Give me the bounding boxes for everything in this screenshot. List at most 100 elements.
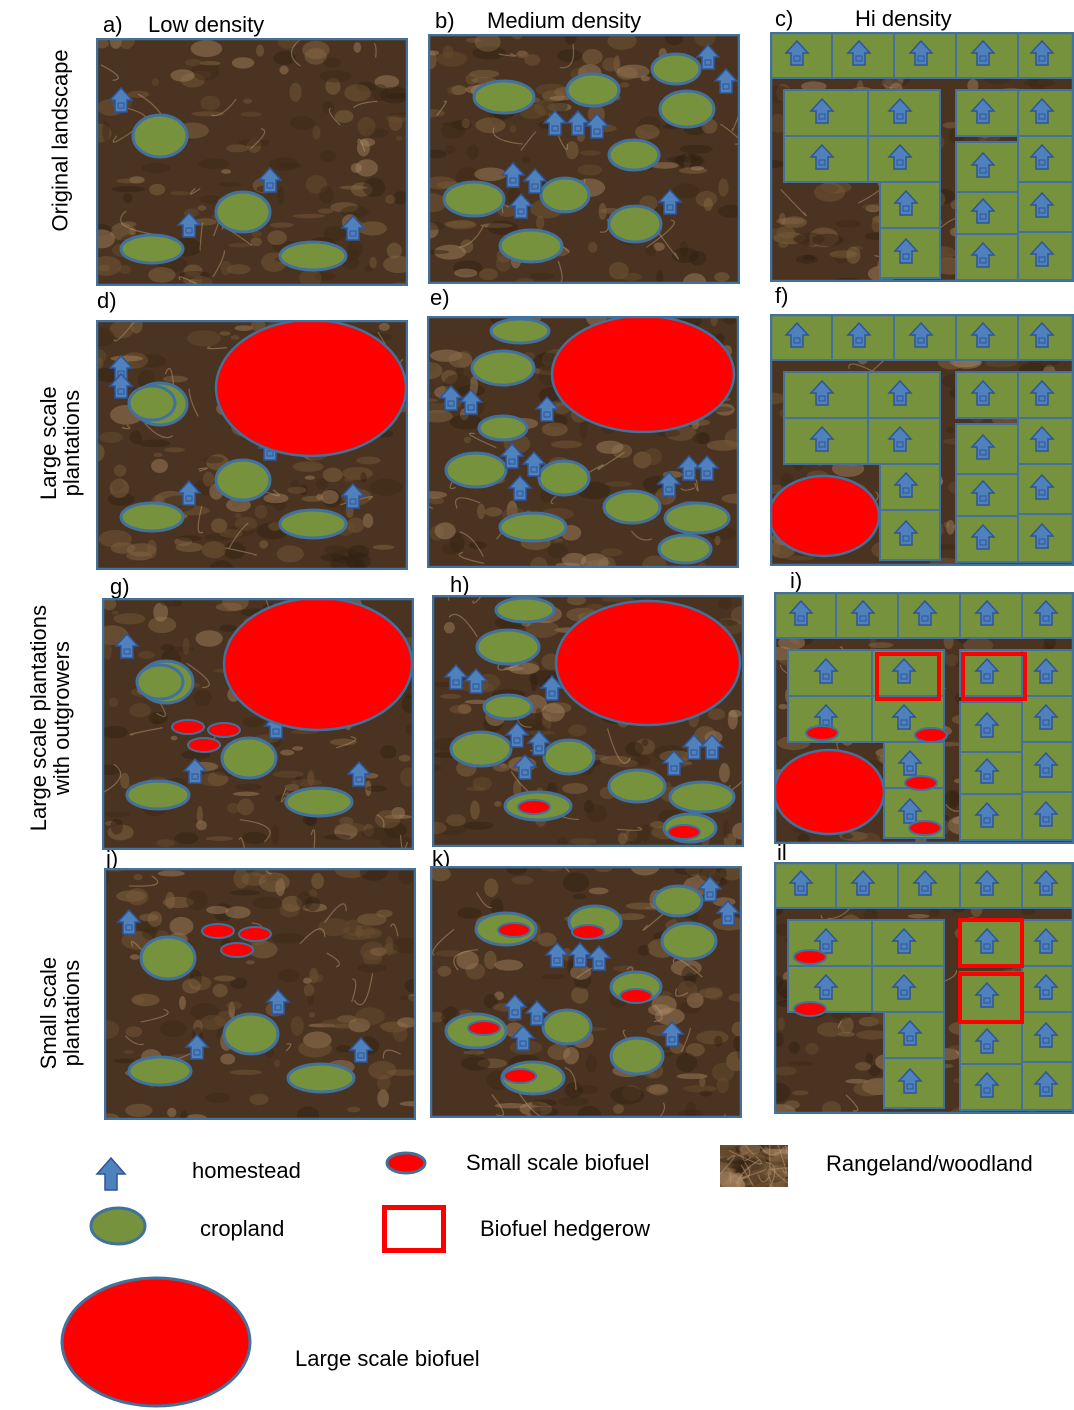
cropland: [498, 511, 568, 543]
cropland: [119, 233, 185, 265]
panel-g-outgrowers-low: [102, 598, 414, 850]
homestead-icon: [974, 1027, 1000, 1054]
homestead-icon: [891, 973, 917, 1000]
homestead-icon: [974, 801, 1000, 828]
cropland: [602, 489, 662, 525]
homestead-icon: [176, 211, 202, 238]
panel-letter-h: h): [450, 572, 470, 597]
homestead-icon: [443, 663, 469, 690]
cropland: [131, 113, 189, 159]
cropland: [284, 786, 354, 818]
homestead-icon: [108, 372, 134, 399]
legend-large-biofuel: Large scale biofuel: [295, 1346, 480, 1371]
cropland: [537, 459, 591, 497]
small-scale-biofuel: [619, 988, 653, 1004]
homestead-icon: [713, 67, 739, 94]
panel-h-outgrowers-medium: [432, 595, 744, 847]
homestead-icon: [784, 321, 810, 348]
legend-small-biofuel: Small scale biofuel: [466, 1150, 650, 1175]
homestead-icon: [897, 1019, 923, 1046]
cropland: [650, 52, 702, 86]
homestead-icon: [970, 379, 996, 406]
homestead-icon: [809, 143, 835, 170]
biofuel-hedgerow: [875, 652, 941, 701]
legend-hedgerow: Biofuel hedgerow: [480, 1216, 651, 1241]
homestead-icon: [1029, 379, 1055, 406]
homestead-icon: [813, 973, 839, 1000]
panel-f-large-hi: [770, 314, 1074, 566]
cropland-icon: [89, 1206, 147, 1246]
cropland: [541, 1008, 593, 1046]
cropland: [498, 228, 564, 264]
homestead-icon: [522, 167, 548, 194]
homestead-icon: [507, 474, 533, 501]
homestead-icon: [887, 379, 913, 406]
homestead-icon: [1033, 599, 1059, 626]
homestead-icon: [346, 760, 372, 787]
homestead-icon: [699, 733, 725, 760]
homestead-icon: [499, 442, 525, 469]
cropland: [539, 176, 591, 214]
panel-a-original-low: [96, 38, 408, 286]
homestead-icon: [508, 192, 534, 219]
cropland: [449, 730, 513, 768]
homestead-icon: [887, 425, 913, 452]
cropland: [214, 458, 272, 502]
homestead-icon: [524, 999, 550, 1026]
homestead-icon: [893, 237, 919, 264]
small-scale-biofuel: [908, 820, 942, 836]
homestead-icon: [340, 214, 366, 241]
homestead-icon: [974, 981, 1000, 1008]
biofuel-hedgerow: [958, 972, 1024, 1024]
homestead-icon: [850, 599, 876, 626]
homestead-icon: [970, 321, 996, 348]
homestead-icon: [1029, 39, 1055, 66]
homestead-icon: [908, 39, 934, 66]
small-scale-biofuel: [793, 1001, 827, 1017]
homestead-icon: [348, 1036, 374, 1063]
cropland: [489, 317, 551, 345]
homestead-icon: [257, 166, 283, 193]
small-scale-biofuel: [207, 722, 241, 738]
cropland: [565, 72, 621, 108]
row-label-small-scale: Small scale plantations: [35, 956, 84, 1070]
cropland: [119, 501, 185, 533]
panel-letter-c: c): [775, 6, 794, 31]
cropland: [278, 508, 348, 540]
panel-letter-b: b): [435, 8, 455, 33]
homestead-icon: [908, 321, 934, 348]
homestead-icon: [974, 711, 1000, 738]
homestead-icon: [500, 161, 526, 188]
cropland: [657, 533, 713, 565]
homestead-icon: [512, 753, 538, 780]
hedgerow-icon: [382, 1205, 446, 1253]
panel-letter-k: k): [432, 846, 451, 871]
small-scale-biofuel: [571, 924, 605, 940]
cropland: [470, 349, 536, 387]
panel-letter-d: d): [97, 288, 117, 313]
cropland: [652, 884, 704, 918]
homestead-icon: [584, 112, 610, 139]
cropland: [658, 89, 716, 129]
homestead-icon: [893, 189, 919, 216]
small-scale-biofuel: [805, 725, 839, 741]
homestead-icon: [1033, 800, 1059, 827]
panel-letter-i: i): [790, 568, 803, 593]
homestead-icon: [697, 875, 723, 902]
large-scale-biofuel: [770, 474, 881, 558]
homestead-icon: [521, 450, 547, 477]
homestead-icon: [182, 757, 208, 784]
panel-b-original-medium: [428, 34, 740, 284]
homestead-icon: [586, 944, 612, 971]
homestead-icon: [95, 1156, 127, 1191]
homestead-icon: [694, 454, 720, 481]
cropland: [607, 204, 663, 244]
homestead-icon: [114, 632, 140, 659]
homestead-icon: [974, 1071, 1000, 1098]
homestead-icon: [809, 97, 835, 124]
column-title-low: Low density: [148, 12, 265, 37]
cropland: [607, 138, 661, 172]
cropland: [127, 384, 177, 422]
homestead-icon: [1033, 751, 1059, 778]
panel-letter-e: e): [430, 285, 450, 310]
